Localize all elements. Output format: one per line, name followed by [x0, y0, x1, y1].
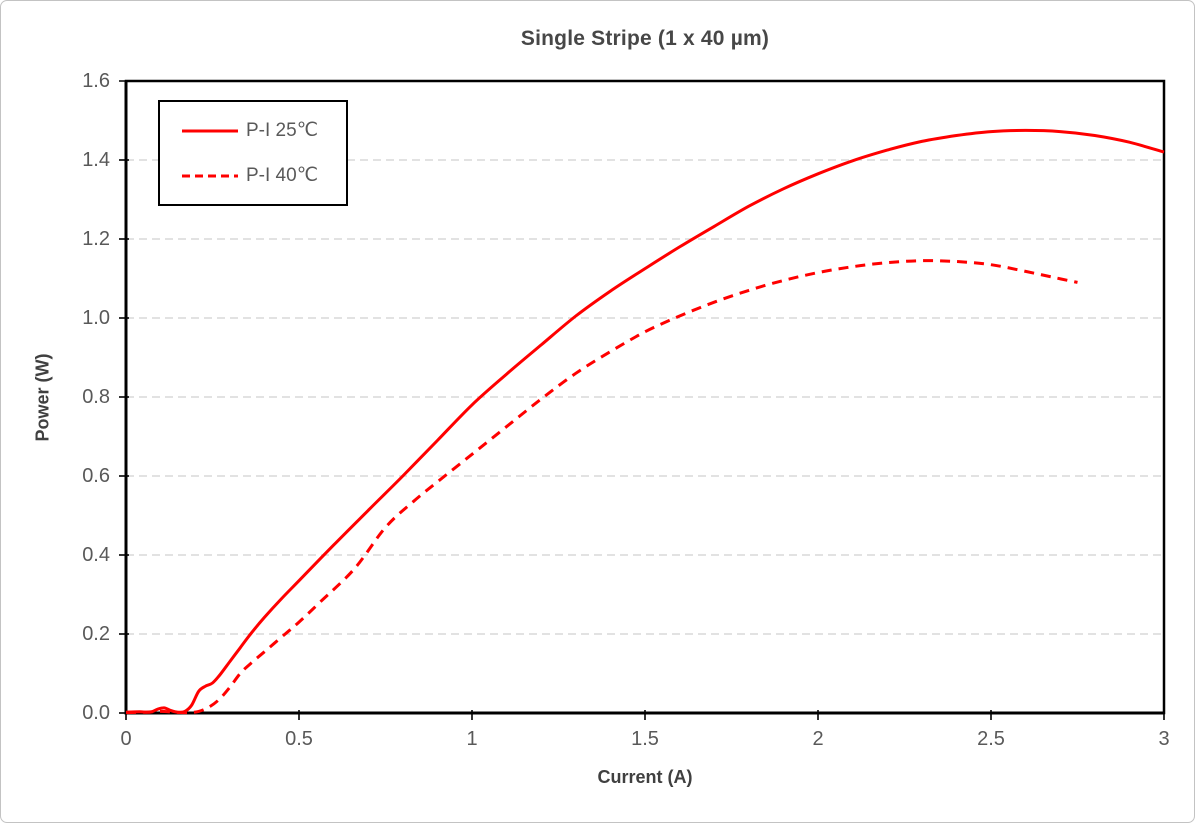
x-tick-label: 1.5: [631, 728, 659, 750]
y-tick-label: 0.0: [82, 702, 110, 724]
y-tick-label: 0.4: [82, 544, 110, 566]
y-tick-label: 1.2: [82, 228, 110, 250]
x-tick-label: 3: [1158, 728, 1170, 750]
y-tick-label: 0.2: [82, 623, 110, 645]
legend-label-40c: P-I 40℃: [246, 165, 319, 186]
legend: P-I 25℃ P-I 40℃: [158, 100, 348, 206]
series-line-40c: [125, 259, 1078, 715]
y-tick-label: 1.4: [82, 149, 110, 171]
x-tick-label: 0: [120, 728, 132, 750]
solid-line-swatch-icon: [182, 128, 238, 134]
x-tick-label: 2.5: [977, 728, 1005, 750]
y-tick-label: 0.8: [82, 386, 110, 408]
y-tick-label: 1.6: [82, 70, 110, 92]
legend-item-25c: P-I 25℃: [182, 119, 346, 142]
y-tick-label: 1.0: [82, 307, 110, 329]
x-axis-title: Current (A): [597, 767, 693, 787]
x-tick-label: 0.5: [285, 728, 313, 750]
series-line-25c: [125, 128, 1165, 714]
y-tick-label: 0.6: [82, 465, 110, 487]
chart-title: Single Stripe (1 x 40 µm): [520, 27, 770, 50]
legend-item-40c: P-I 40℃: [182, 164, 346, 187]
dashed-line-swatch-icon: [182, 173, 238, 179]
x-tick-label: 1: [466, 728, 478, 750]
x-tick-label: 2: [812, 728, 824, 750]
legend-label-25c: P-I 25℃: [246, 120, 319, 141]
